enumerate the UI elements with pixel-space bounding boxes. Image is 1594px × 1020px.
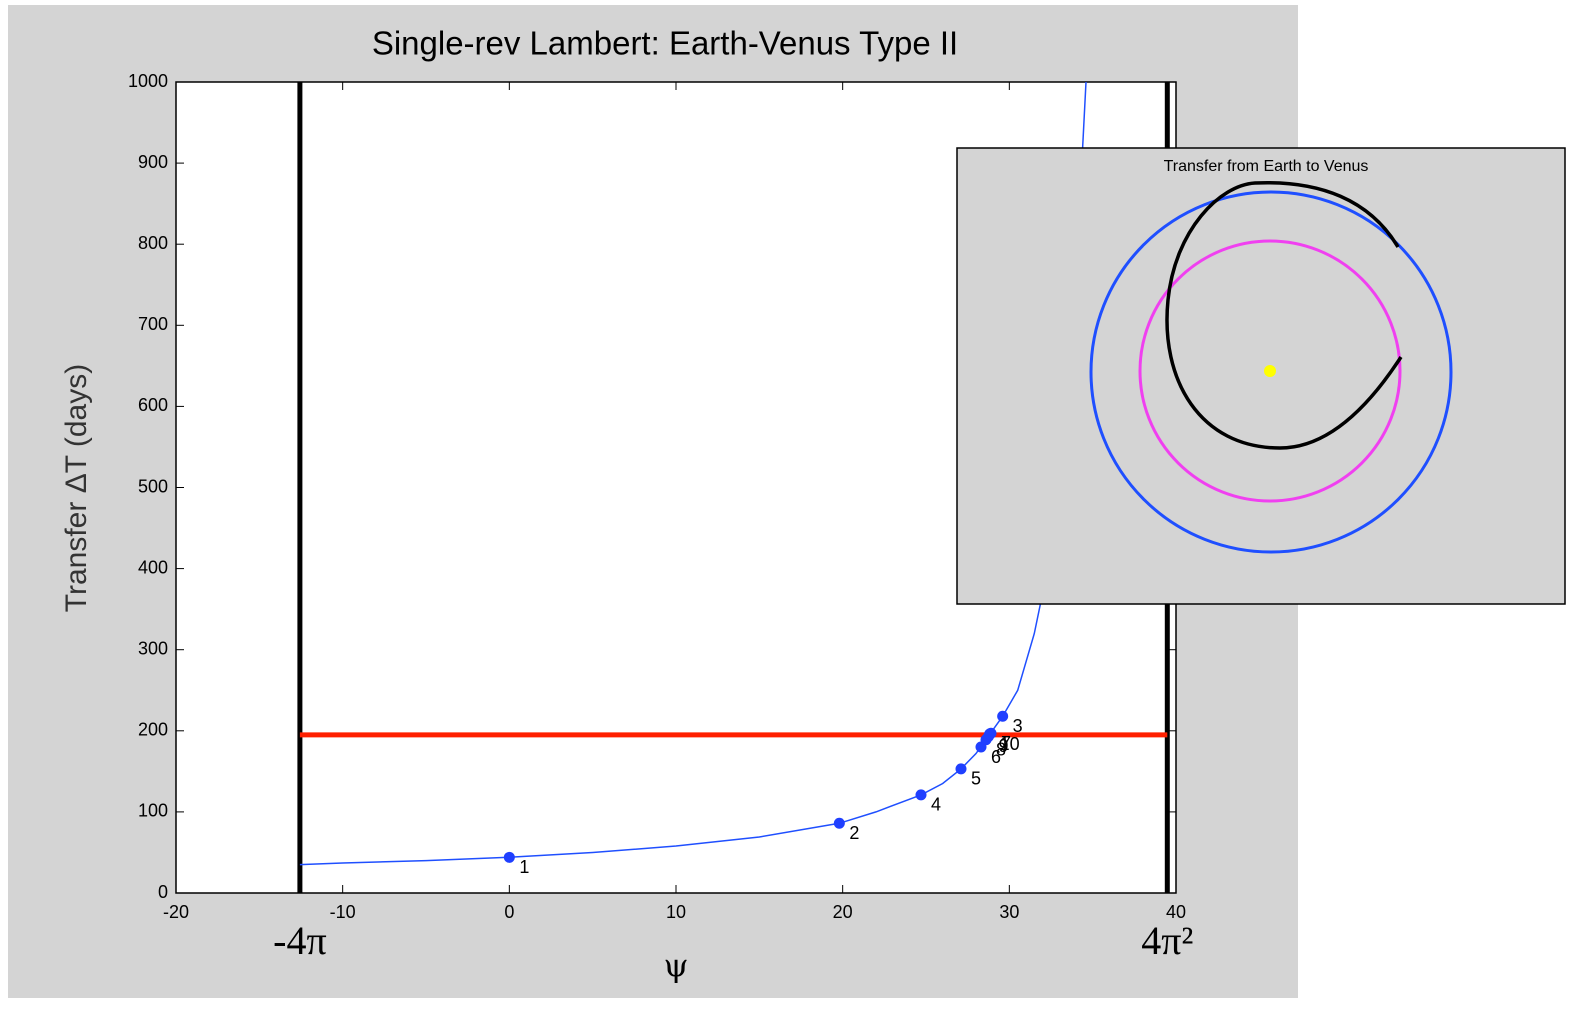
point-label: 7 <box>1001 733 1011 753</box>
point <box>833 817 845 829</box>
y-tick-label: 300 <box>138 638 168 658</box>
point-label: 4 <box>931 795 941 815</box>
vertical-line-label: 4π² <box>1141 918 1193 963</box>
point <box>984 728 996 740</box>
x-tick-label: 40 <box>1166 902 1186 922</box>
point-label: 2 <box>849 823 859 843</box>
point <box>955 763 967 775</box>
point-label: 6 <box>991 747 1001 767</box>
y-tick-label: 600 <box>138 395 168 415</box>
y-tick-label: 0 <box>158 882 168 902</box>
x-tick-label: 10 <box>666 902 686 922</box>
inset-background <box>956 147 1566 605</box>
venus-orbit <box>1138 239 1402 503</box>
inset: Transfer from Earth to Venus <box>956 147 1566 605</box>
y-tick-label: 100 <box>138 801 168 821</box>
x-axis-label: ψ <box>663 947 688 985</box>
y-tick-label: 400 <box>138 557 168 577</box>
point <box>503 851 515 863</box>
x-tick-label: 0 <box>504 902 514 922</box>
y-tick-label: 1000 <box>128 71 168 91</box>
y-tick-label: 200 <box>138 720 168 740</box>
y-tick-label: 900 <box>138 152 168 172</box>
transfer-orbit <box>1165 180 1403 450</box>
x-tick-label: 30 <box>999 902 1019 922</box>
vertical-line-label: -4π <box>273 918 327 963</box>
y-tick-label: 700 <box>138 314 168 334</box>
point-label: 10 <box>1000 734 1020 754</box>
point-label: 8 <box>996 739 1006 759</box>
point-label: 9 <box>999 736 1009 756</box>
point-label: 1 <box>519 857 529 877</box>
earth-orbit <box>1089 190 1453 554</box>
inset-title: Transfer from Earth to Venus <box>1164 158 1369 175</box>
x-tick-label: -20 <box>163 902 189 922</box>
point <box>915 789 927 801</box>
y-tick-label: 500 <box>138 476 168 496</box>
point-label: 5 <box>971 769 981 789</box>
y-axis-label: Transfer ΔT (days) <box>60 364 93 612</box>
x-tick-label: 20 <box>833 902 853 922</box>
sun <box>1264 365 1276 377</box>
chart-title: Single-rev Lambert: Earth-Venus Type II <box>372 25 958 62</box>
point-label: 3 <box>1013 716 1023 736</box>
x-tick-label: -10 <box>330 902 356 922</box>
point <box>997 710 1009 722</box>
y-tick-label: 800 <box>138 233 168 253</box>
